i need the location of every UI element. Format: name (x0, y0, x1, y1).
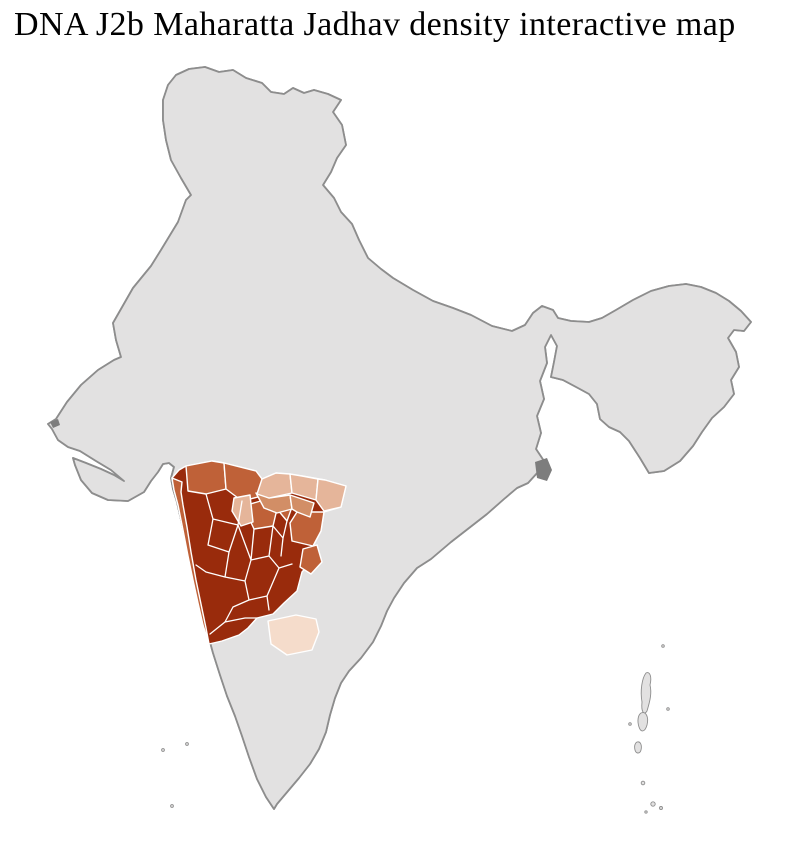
district-medium-density[interactable] (299, 544, 323, 575)
district-medium-density[interactable] (185, 460, 227, 495)
district-medium-density-coastal[interactable] (171, 477, 210, 645)
kutch-marsh (50, 419, 60, 428)
sundarbans-delta (535, 458, 552, 481)
lakshadweep-islands (161, 742, 189, 808)
highlighted-districts (171, 460, 347, 656)
district-low-density[interactable] (315, 478, 347, 512)
page-title: DNA J2b Maharatta Jadhav density interac… (14, 6, 736, 43)
district-divider-lines (195, 493, 293, 635)
district-low-density[interactable] (231, 494, 254, 527)
district-medium-light-density[interactable] (289, 494, 315, 518)
andaman-nicobar-islands (628, 644, 670, 814)
district-lowest-density[interactable] (267, 614, 320, 656)
